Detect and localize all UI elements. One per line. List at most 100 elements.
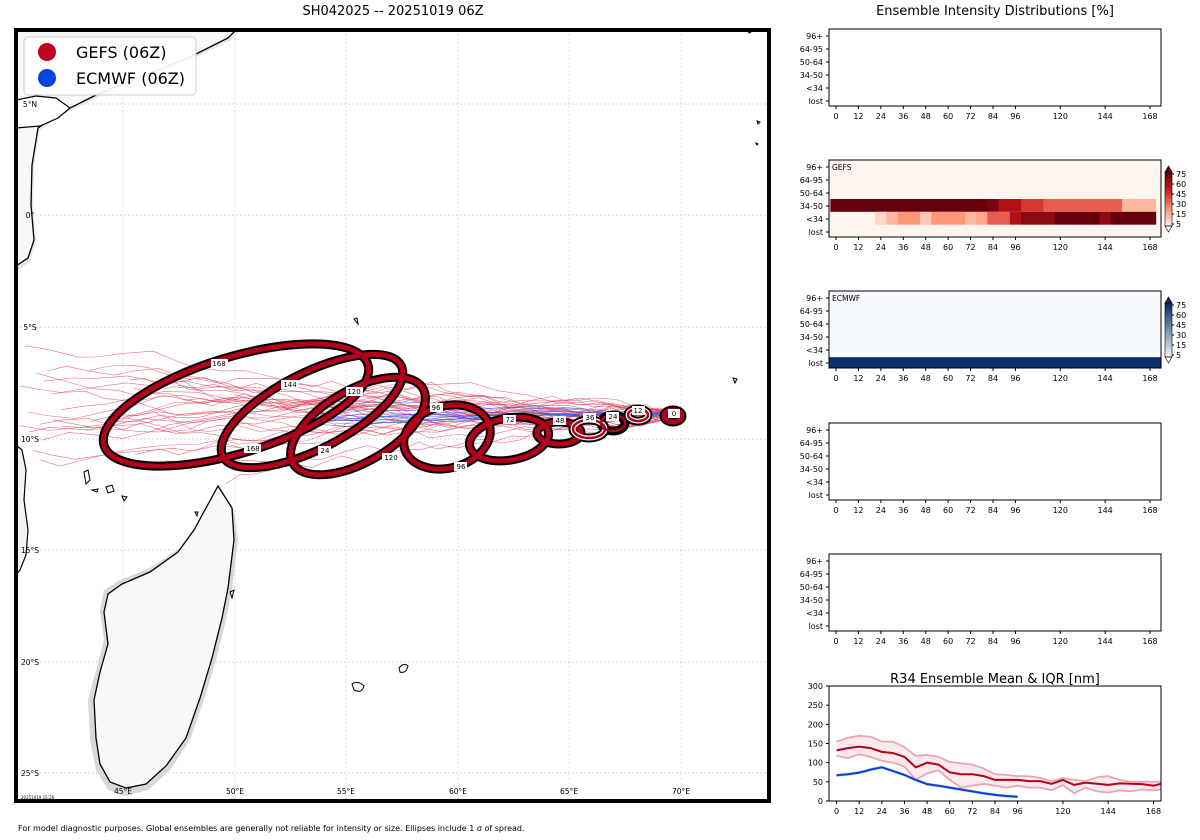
x-tick-label: 168 <box>1146 807 1161 816</box>
y-tick-label: 64-95 <box>800 307 823 316</box>
x-tick-label: 48 <box>922 807 932 816</box>
y-tick-label: lost <box>809 97 823 106</box>
colorbar-tick-label: 15 <box>1176 210 1186 219</box>
x-tick-label: 24 <box>876 637 886 646</box>
y-tick-label: 34-50 <box>800 465 823 474</box>
heatmap-cell <box>976 199 988 212</box>
ellipse-label: 12 <box>632 406 645 415</box>
x-tick-label: 60 <box>943 637 953 646</box>
x-tick-label: 48 <box>921 374 931 383</box>
svg-text:70°E: 70°E <box>672 787 690 796</box>
r34-title: R34 Ensemble Mean & IQR [nm] <box>890 672 1100 687</box>
colorbar-tick-label: 30 <box>1176 331 1186 340</box>
colorbar-segment <box>1165 209 1172 213</box>
heatmap-cell <box>841 199 854 212</box>
colorbar-segment <box>1165 190 1172 195</box>
colorbar-frame <box>1164 171 1173 227</box>
heatmap-cell <box>886 211 899 225</box>
y-tick-label: 150 <box>808 740 823 749</box>
colorbar-cap <box>1164 356 1173 364</box>
heatmap-cell <box>908 211 921 225</box>
gefs-track <box>19 392 677 431</box>
panel-background <box>829 160 1161 237</box>
panel-frame <box>828 159 1162 238</box>
colorbar-segment <box>1165 217 1172 222</box>
ellipse-label: 24 <box>318 446 331 455</box>
x-tick-label: 48 <box>921 243 931 252</box>
colorbar-segment <box>1165 338 1172 342</box>
x-tick-label: 72 <box>965 637 975 646</box>
y-tick-label: 300 <box>808 682 823 691</box>
svg-text:65°E: 65°E <box>560 787 578 796</box>
colorbar-segment <box>1165 196 1172 200</box>
heatmap-cell <box>1121 211 1134 225</box>
colorbar-segment <box>1165 340 1172 344</box>
lat-labels: 5°N 0° 5°S 10°S 15°S 20°S 25°S <box>21 100 39 778</box>
y-tick-label: 96+ <box>806 294 823 303</box>
heatmap-cell <box>830 199 843 212</box>
ellipse-label: 168 <box>211 359 228 368</box>
heatmap-cell <box>1110 199 1123 212</box>
x-tick-label: 168 <box>1142 637 1157 646</box>
colorbar-tick-label: 5 <box>1176 220 1181 229</box>
svg-text:24: 24 <box>321 447 330 455</box>
intensity-panel: 96+ 64-95 50-64 34-50 <34 lost 0 12 24 36 48 60 72 84… <box>800 28 1162 121</box>
colorbar-tick-label: 75 <box>1176 301 1186 310</box>
x-tick-label: 36 <box>898 637 908 646</box>
panel-model-label: ECMWF <box>832 294 860 303</box>
x-tick-label: 0 <box>833 243 838 252</box>
heatmap-cell <box>942 211 955 225</box>
heatmap-cell <box>852 199 865 212</box>
y-tick-label: 250 <box>808 701 823 710</box>
ellipse-label: 96 <box>454 462 467 471</box>
heatmap-cell <box>1043 211 1056 225</box>
colorbar-segment <box>1165 220 1172 224</box>
y-tick-label: <34 <box>806 478 823 487</box>
heatmap-cell <box>920 211 932 225</box>
madagascar <box>88 484 238 796</box>
heatmap-cell <box>1099 211 1112 225</box>
lon-labels: 45°E 50°E 55°E 60°E 65°E 70°E <box>114 787 690 796</box>
x-tick-label: 84 <box>988 506 998 515</box>
x-tick-label: 36 <box>898 243 908 252</box>
x-tick-label: 60 <box>943 243 953 252</box>
y-tick-label: 50-64 <box>800 452 823 461</box>
x-tick-label: 24 <box>877 807 887 816</box>
colorbar-frame <box>1164 302 1173 358</box>
heatmap-cell <box>1099 199 1112 212</box>
x-tick-label: 96 <box>1010 374 1020 383</box>
heatmap-cell <box>964 199 977 212</box>
panel-model-label: GEFS <box>832 163 852 172</box>
y-tick-label: 96+ <box>806 32 823 41</box>
ellipse-label: 144 <box>281 380 298 389</box>
heatmap-cell <box>1088 199 1101 212</box>
intensity-title: Ensemble Intensity Distributions [%] <box>876 4 1114 19</box>
x-tick-label: 72 <box>967 807 977 816</box>
colorbar-segment <box>1165 332 1172 336</box>
svg-text:0°: 0° <box>26 211 35 220</box>
x-tick-label: 144 <box>1098 112 1113 121</box>
x-tick-label: 144 <box>1101 807 1116 816</box>
x-tick-label: 60 <box>943 112 953 121</box>
svg-text:20°S: 20°S <box>21 658 39 667</box>
intensity-panels: 96+ 64-95 50-64 34-50 <34 lost 0 12 24 36 48 60 72 84… <box>800 28 1186 646</box>
heatmap-cell <box>931 211 944 225</box>
colorbar-segment <box>1165 207 1172 211</box>
heatmap-cell <box>1021 199 1033 212</box>
x-tick-label: 36 <box>898 374 908 383</box>
gefs-track <box>47 365 677 432</box>
heatmap-cell <box>1009 211 1022 225</box>
x-tick-label: 24 <box>876 112 886 121</box>
x-tick-label: 120 <box>1053 506 1068 515</box>
heatmap-cell <box>1133 199 1145 212</box>
heatmap-cell <box>864 199 876 212</box>
x-tick-label: 84 <box>988 243 998 252</box>
svg-text:0: 0 <box>672 410 676 418</box>
colorbar-segment <box>1165 303 1172 307</box>
x-tick-label: 36 <box>898 506 908 515</box>
colorbar-segment <box>1165 182 1172 186</box>
heatmap-cell <box>1032 211 1045 225</box>
y-tick-label: 200 <box>808 720 823 729</box>
x-tick-label: 120 <box>1053 243 1068 252</box>
